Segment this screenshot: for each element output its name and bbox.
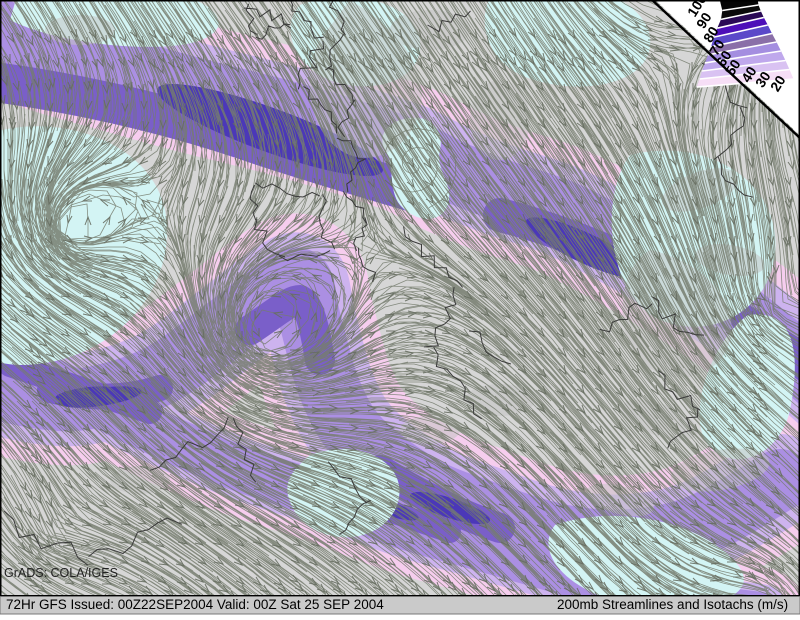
svg-text:200mb Streamlines and Isotachs: 200mb Streamlines and Isotachs (m/s) <box>557 597 788 612</box>
svg-text:72Hr GFS Issued: 00Z22SEP2004: 72Hr GFS Issued: 00Z22SEP2004 Valid: 00Z… <box>6 597 384 612</box>
svg-text:GrADS: COLA/IGES: GrADS: COLA/IGES <box>4 566 118 580</box>
